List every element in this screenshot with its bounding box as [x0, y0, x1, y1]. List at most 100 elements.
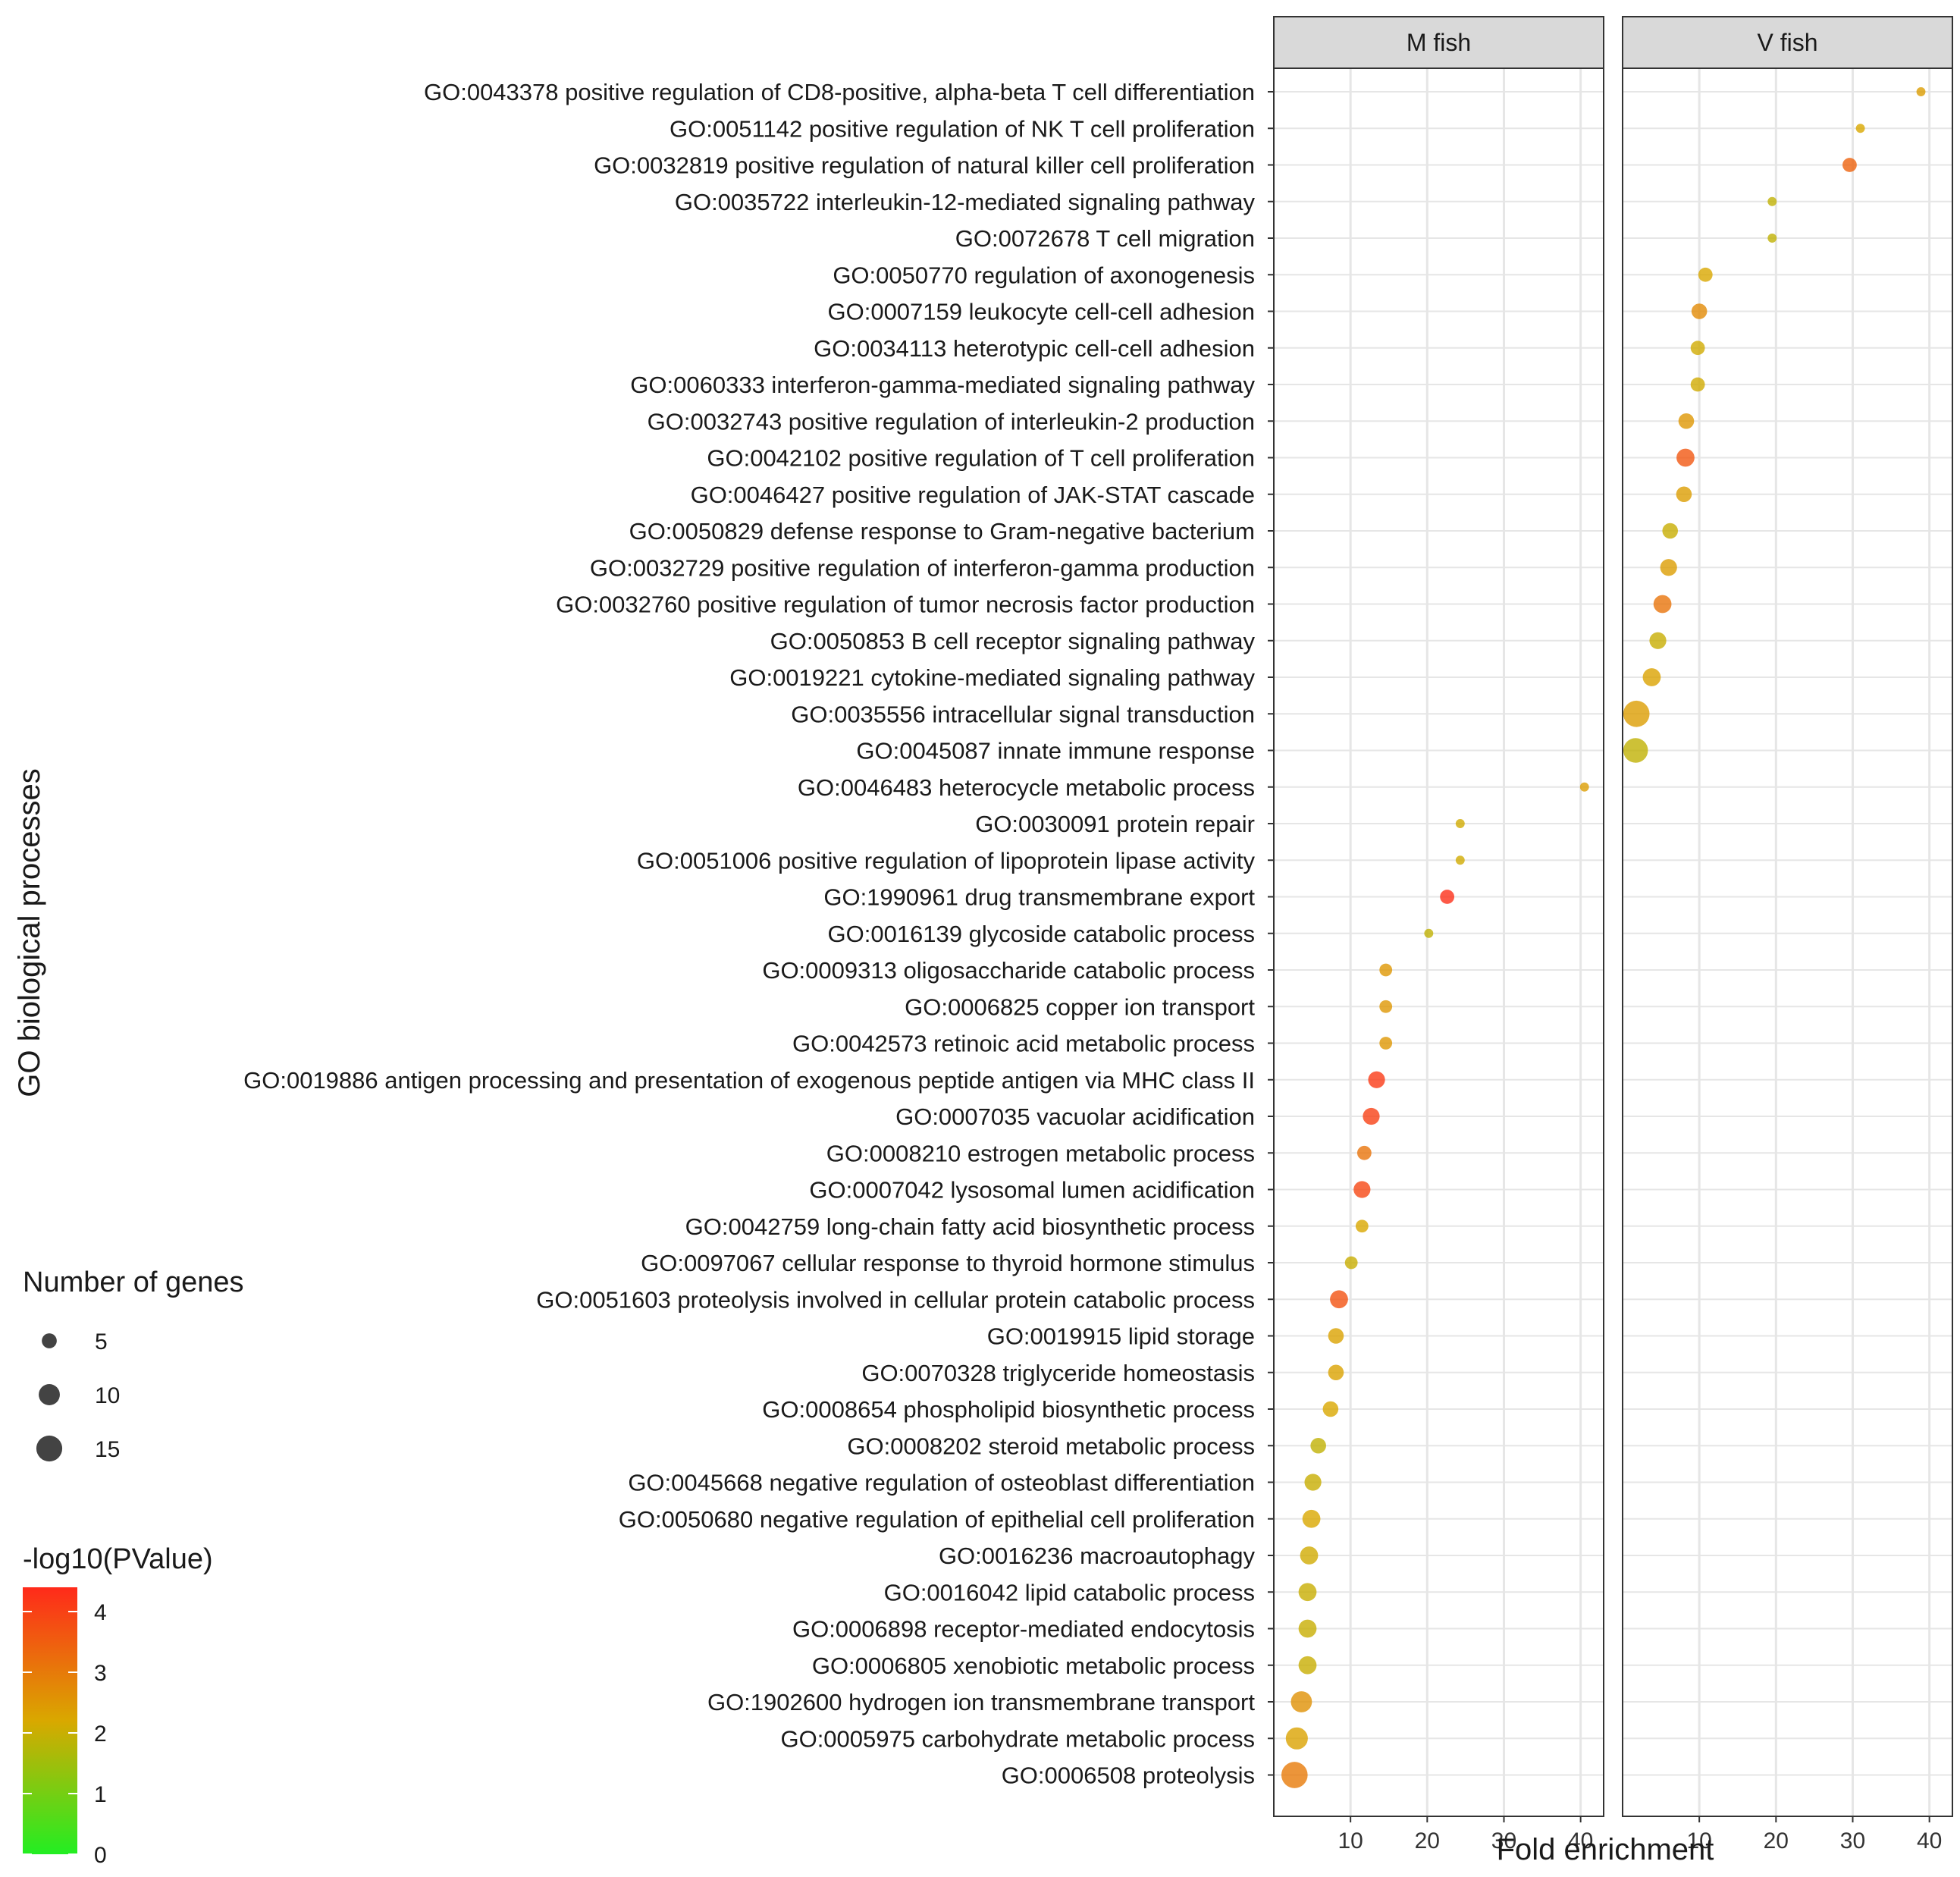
- data-point: [1662, 523, 1679, 539]
- data-point: [1767, 196, 1777, 206]
- data-point: [1328, 1364, 1344, 1381]
- term-labels: GO:0043378 positive regulation of CD8-po…: [243, 79, 1274, 1789]
- data-point: [1440, 890, 1455, 904]
- term-label: GO:0034113 heterotypic cell-cell adhesio…: [814, 335, 1255, 362]
- data-point: [1302, 1509, 1321, 1528]
- data-point: [1623, 738, 1648, 763]
- term-label: GO:0051006 positive regulation of lipopr…: [637, 847, 1256, 874]
- data-point: [1298, 1656, 1317, 1675]
- data-point: [1649, 632, 1667, 649]
- term-label: GO:0008210 estrogen metabolic process: [826, 1140, 1255, 1166]
- data-point: [1290, 1691, 1312, 1712]
- term-label: GO:0042102 positive regulation of T cell…: [707, 445, 1255, 472]
- x-tick-label: 10: [1338, 1828, 1363, 1853]
- panel-background: [1274, 68, 1604, 1816]
- data-point: [1379, 963, 1393, 977]
- data-point: [1298, 1583, 1317, 1602]
- term-label: GO:0042759 long-chain fatty acid biosynt…: [685, 1213, 1255, 1240]
- term-label: GO:0035722 interleukin-12-mediated signa…: [675, 189, 1256, 215]
- facet-strip-label: V fish: [1757, 29, 1817, 56]
- data-point: [1322, 1401, 1339, 1417]
- panel-border: [1273, 67, 1604, 1817]
- x-tick-label: 30: [1491, 1828, 1516, 1853]
- size-legend-title: Number of genes: [23, 1267, 244, 1298]
- facet-panel: V fish 10 20 30 40: [1622, 16, 1953, 1853]
- data-point: [1356, 1145, 1372, 1160]
- data-point: [1842, 158, 1857, 172]
- size-key-label: 5: [95, 1329, 108, 1354]
- color-legend: -log10(PValue) 0 1 2 3 4: [23, 1543, 213, 1868]
- term-label: GO:0070328 triglyceride homeostasis: [861, 1360, 1255, 1386]
- data-point: [1363, 1107, 1380, 1125]
- x-tick-label: 30: [1840, 1828, 1865, 1853]
- data-point: [1660, 559, 1677, 576]
- data-point: [1691, 303, 1708, 319]
- facet-panels: M fish 10 20 30 40 V fish 10 20 30 40: [1273, 16, 1953, 1853]
- colorbar-tick-label: 0: [94, 1843, 107, 1868]
- data-point: [1690, 341, 1705, 356]
- data-point: [1281, 1762, 1308, 1788]
- data-point: [1328, 1328, 1344, 1344]
- facet-strip: [1622, 16, 1953, 69]
- term-label: GO:0007035 vacuolar acidification: [895, 1103, 1255, 1130]
- x-tick-label: 10: [1686, 1828, 1711, 1853]
- colorbar-tick-label: 1: [94, 1782, 107, 1807]
- data-point: [1642, 668, 1661, 686]
- color-legend-gradient-bar: [23, 1587, 77, 1854]
- panel-background: [1623, 68, 1952, 1816]
- data-point: [1698, 267, 1713, 282]
- data-point: [1355, 1219, 1369, 1233]
- y-axis-title: GO biological processes: [13, 768, 46, 1097]
- term-label: GO:0009313 oligosaccharide catabolic pro…: [762, 957, 1255, 984]
- term-label: GO:0051603 proteolysis involved in cellu…: [536, 1286, 1255, 1313]
- term-label: GO:0016139 glycoside catabolic process: [828, 921, 1256, 947]
- data-point: [1455, 855, 1465, 865]
- facet-strip-label: M fish: [1406, 29, 1471, 56]
- size-key-circle: [36, 1435, 63, 1462]
- data-point: [1690, 377, 1705, 392]
- term-label: GO:0043378 positive regulation of CD8-po…: [424, 79, 1255, 105]
- term-label: GO:0045087 innate immune response: [856, 738, 1255, 764]
- x-tick-label: 20: [1764, 1828, 1789, 1853]
- term-label: GO:0019886 antigen processing and presen…: [243, 1067, 1255, 1094]
- data-point: [1368, 1071, 1385, 1088]
- term-label: GO:0032819 positive regulation of natura…: [594, 152, 1255, 179]
- term-label: GO:0035556 intracellular signal transduc…: [791, 701, 1255, 727]
- data-point: [1916, 87, 1926, 96]
- term-label: GO:1902600 hydrogen ion transmembrane tr…: [707, 1689, 1255, 1715]
- data-point: [1623, 700, 1650, 727]
- term-label: GO:0005975 carbohydrate metabolic proces…: [780, 1725, 1255, 1752]
- data-point: [1310, 1437, 1326, 1454]
- term-label: GO:0050829 defense response to Gram-nega…: [629, 518, 1255, 545]
- data-point: [1330, 1290, 1348, 1309]
- data-point: [1455, 819, 1465, 828]
- data-point: [1676, 448, 1695, 467]
- term-label: GO:0050853 B cell receptor signaling pat…: [770, 628, 1256, 654]
- term-label: GO:0032743 positive regulation of interl…: [648, 408, 1255, 435]
- panel-border: [1622, 67, 1953, 1817]
- size-key-label: 15: [95, 1437, 120, 1462]
- term-label: GO:0046427 positive regulation of JAK-ST…: [691, 482, 1255, 508]
- color-legend-title: -log10(PValue): [23, 1543, 213, 1575]
- data-point: [1855, 124, 1865, 133]
- data-point: [1653, 595, 1672, 614]
- y-axis-title-group: GO biological processes: [13, 768, 46, 1097]
- term-label: GO:0050680 negative regulation of epithe…: [619, 1506, 1255, 1533]
- term-label: GO:0016236 macroautophagy: [939, 1543, 1256, 1569]
- term-label: GO:0007159 leukocyte cell-cell adhesion: [827, 299, 1255, 325]
- x-tick-label: 40: [1568, 1828, 1593, 1853]
- term-label: GO:0051142 positive regulation of NK T c…: [670, 115, 1255, 142]
- term-label: GO:0032760 positive regulation of tumor …: [556, 592, 1255, 618]
- term-label: GO:0008654 phospholipid biosynthetic pro…: [762, 1396, 1255, 1423]
- x-tick-label: 40: [1917, 1828, 1942, 1853]
- size-key-circle: [39, 1384, 60, 1405]
- term-label: GO:0032729 positive regulation of interf…: [590, 554, 1255, 581]
- term-label: GO:0008202 steroid metabolic process: [847, 1433, 1255, 1459]
- data-point: [1353, 1181, 1371, 1198]
- term-label: GO:0046483 heterocycle metabolic process: [798, 774, 1255, 801]
- x-axis-title: Fold enrichment: [1497, 1833, 1714, 1866]
- data-point: [1300, 1546, 1319, 1565]
- data-point: [1379, 1037, 1393, 1050]
- term-label: GO:1990961 drug transmembrane export: [823, 884, 1255, 911]
